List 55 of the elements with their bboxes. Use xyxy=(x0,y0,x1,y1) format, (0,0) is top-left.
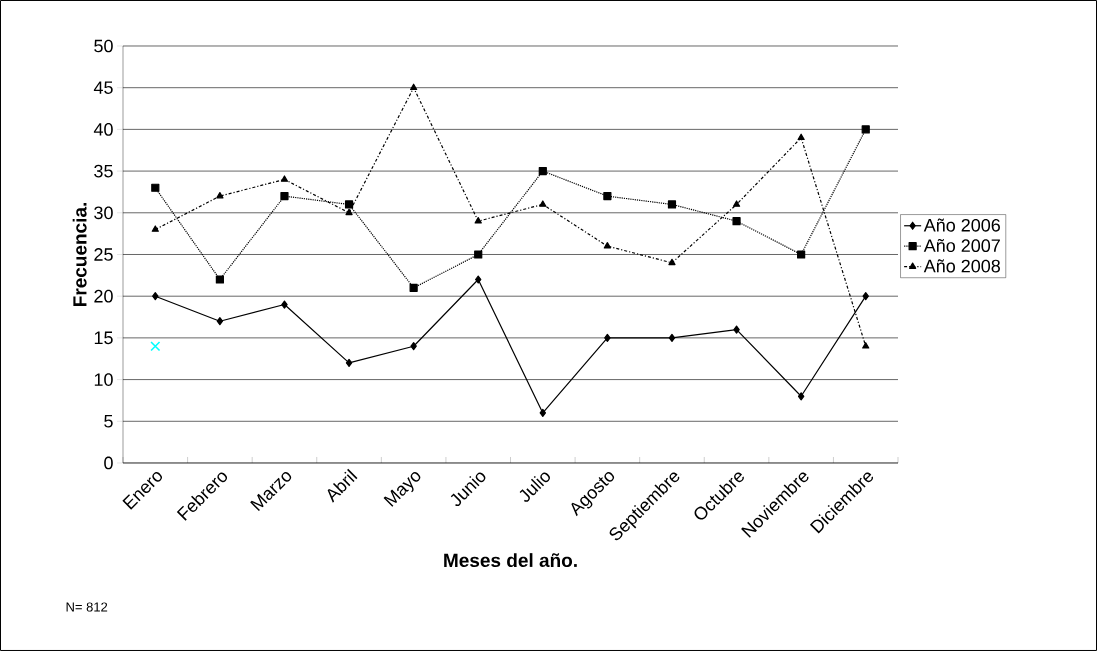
point xyxy=(539,200,547,207)
y-tick-label: 25 xyxy=(94,248,113,261)
y-tick-label: 0 xyxy=(104,456,113,470)
point xyxy=(150,341,161,352)
y-tick-label: 50 xyxy=(94,39,113,53)
point xyxy=(733,325,740,334)
point xyxy=(797,392,805,401)
point xyxy=(280,192,289,201)
point xyxy=(797,250,806,259)
legend-label: Año 2008 xyxy=(923,259,1000,273)
point xyxy=(280,175,289,182)
point xyxy=(345,208,353,216)
point xyxy=(410,342,417,351)
point xyxy=(667,200,677,209)
legend-label: Año 2007 xyxy=(923,238,1000,253)
point xyxy=(216,192,224,199)
point xyxy=(409,283,418,292)
y-axis-title: Frecuencia. xyxy=(72,203,87,307)
y-tick-label: 5 xyxy=(104,415,113,428)
point xyxy=(668,258,676,266)
point xyxy=(215,275,224,284)
point xyxy=(474,250,483,259)
y-tick-label: 45 xyxy=(93,81,113,94)
point xyxy=(668,333,676,342)
point xyxy=(410,83,418,91)
point xyxy=(732,200,741,207)
y-tick-label: 30 xyxy=(94,206,113,220)
y-tick-label: 35 xyxy=(94,164,113,178)
point xyxy=(603,192,612,201)
x-tick-label: Julio xyxy=(519,472,550,502)
point xyxy=(603,242,612,249)
point xyxy=(538,166,547,176)
x-axis-title: Meses del año. xyxy=(444,553,577,568)
legend-label: Año 2006 xyxy=(923,218,1000,232)
point xyxy=(861,125,870,134)
point xyxy=(216,317,224,326)
point xyxy=(732,217,741,226)
y-tick-label: 10 xyxy=(94,373,113,386)
point xyxy=(151,183,160,192)
point xyxy=(862,342,870,349)
y-tick-label: 40 xyxy=(93,123,113,136)
point xyxy=(281,300,288,309)
point xyxy=(345,358,353,368)
point xyxy=(474,217,482,224)
point xyxy=(797,133,805,141)
text: N= 812 xyxy=(66,602,108,612)
y-tick-label: 15 xyxy=(94,331,113,345)
point xyxy=(604,333,611,342)
point xyxy=(475,275,482,284)
point xyxy=(862,292,869,301)
point xyxy=(152,292,159,301)
point xyxy=(539,408,547,418)
point xyxy=(151,225,159,232)
point xyxy=(344,200,354,209)
y-tick-label: 20 xyxy=(94,289,113,303)
